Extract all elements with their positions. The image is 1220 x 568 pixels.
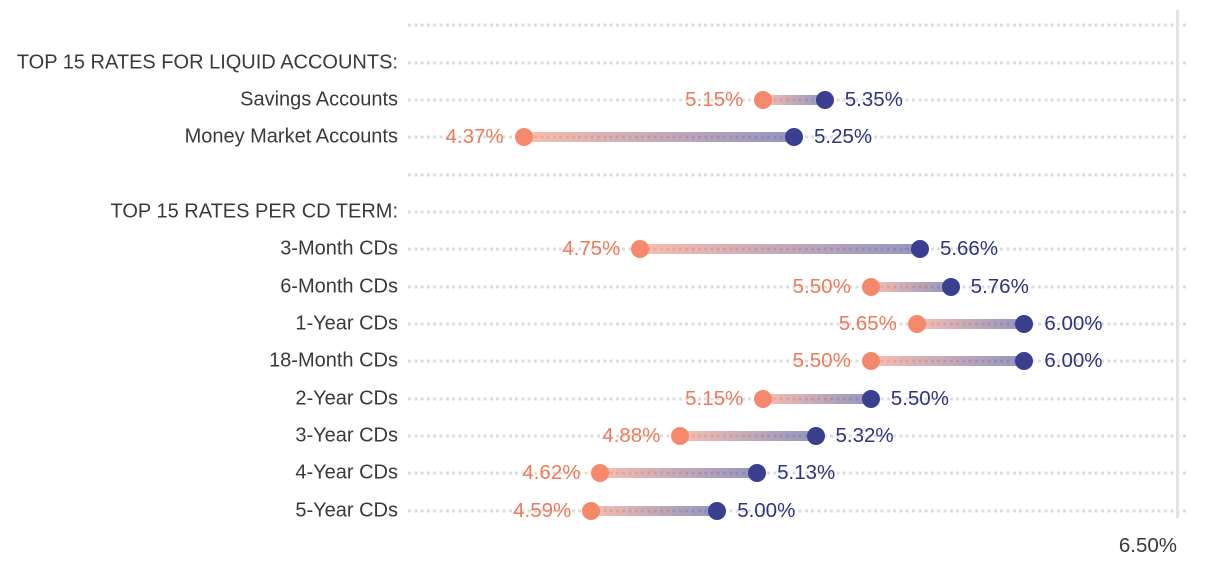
gridline bbox=[408, 285, 1188, 289]
range-bar bbox=[680, 430, 816, 441]
high-value-label: 5.00% bbox=[737, 498, 796, 522]
high-dot bbox=[941, 277, 960, 296]
range-bar bbox=[763, 393, 871, 404]
high-dot bbox=[815, 90, 834, 109]
high-value-label: 5.66% bbox=[939, 237, 999, 261]
range-bar bbox=[591, 505, 718, 516]
low-value-label: 5.65% bbox=[838, 311, 897, 335]
row-label: 2-Year CDs bbox=[295, 387, 398, 410]
low-dot bbox=[754, 389, 773, 408]
low-value-label: 5.50% bbox=[792, 349, 851, 373]
section-header-row: TOP 15 RATES FOR LIQUID ACCOUNTS: bbox=[0, 44, 1220, 81]
range-bar bbox=[763, 94, 825, 105]
low-dot bbox=[671, 426, 690, 445]
high-value-label: 6.00% bbox=[1044, 349, 1103, 373]
low-dot bbox=[591, 464, 610, 483]
row-label: 4-Year CDs bbox=[295, 461, 398, 484]
high-dot bbox=[1015, 352, 1034, 371]
gridline bbox=[408, 173, 1188, 177]
high-dot bbox=[1015, 314, 1034, 333]
section-header-label: TOP 15 RATES PER CD TERM: bbox=[110, 200, 398, 223]
range-bar bbox=[870, 281, 951, 292]
high-value-label: 5.76% bbox=[970, 274, 1029, 298]
low-value-label: 4.62% bbox=[522, 461, 581, 485]
gridline bbox=[408, 61, 1188, 65]
high-dot bbox=[806, 426, 825, 445]
chart-row: Money Market Accounts 4.37% 5.25% bbox=[0, 119, 1220, 156]
low-dot bbox=[631, 240, 650, 259]
section-header-row: TOP 15 RATES PER CD TERM: bbox=[0, 193, 1220, 230]
spacer-row bbox=[0, 156, 1220, 193]
row-label: 6-Month CDs bbox=[280, 275, 398, 298]
low-value-label: 5.15% bbox=[685, 386, 744, 410]
low-dot bbox=[907, 314, 926, 333]
range-bar bbox=[916, 318, 1025, 329]
gridline bbox=[408, 509, 1188, 513]
gridline bbox=[408, 210, 1188, 214]
low-value-label: 4.59% bbox=[513, 498, 572, 522]
high-value-label: 5.13% bbox=[777, 461, 836, 485]
high-value-label: 5.50% bbox=[890, 386, 949, 410]
row-label: Money Market Accounts bbox=[184, 125, 398, 148]
low-dot bbox=[514, 128, 533, 147]
chart-row: 6-Month CDs 5.50% 5.76% bbox=[0, 268, 1220, 305]
low-dot bbox=[861, 352, 880, 371]
range-bar bbox=[600, 468, 758, 479]
high-value-label: 6.00% bbox=[1044, 311, 1103, 335]
high-dot bbox=[708, 501, 727, 520]
row-label: 3-Year CDs bbox=[295, 424, 398, 447]
high-dot bbox=[910, 240, 929, 259]
section-header-label: TOP 15 RATES FOR LIQUID ACCOUNTS: bbox=[16, 51, 398, 74]
gridline bbox=[408, 23, 1188, 27]
row-label: 18-Month CDs bbox=[269, 349, 398, 372]
range-bar bbox=[640, 244, 920, 255]
row-label: 3-Month CDs bbox=[280, 237, 398, 260]
axis-line bbox=[1176, 10, 1179, 518]
range-bar bbox=[870, 356, 1025, 367]
chart-row: 18-Month CDs 5.50% 6.00% bbox=[0, 343, 1220, 380]
chart-row: 5-Year CDs 4.59% 5.00% bbox=[0, 492, 1220, 529]
range-bar bbox=[523, 132, 794, 143]
chart-row: 4-Year CDs 4.62% 5.13% bbox=[0, 455, 1220, 492]
low-dot bbox=[582, 501, 601, 520]
high-value-label: 5.25% bbox=[814, 125, 873, 149]
high-dot bbox=[861, 389, 880, 408]
low-value-label: 4.75% bbox=[562, 237, 621, 261]
high-dot bbox=[785, 128, 803, 147]
low-value-label: 4.37% bbox=[445, 125, 504, 149]
chart-row: 3-Year CDs 4.88% 5.32% bbox=[0, 417, 1220, 454]
low-value-label: 5.50% bbox=[792, 274, 851, 298]
gridline bbox=[408, 359, 1188, 363]
chart-row: 1-Year CDs 5.65% 6.00% bbox=[0, 305, 1220, 342]
high-value-label: 5.32% bbox=[835, 423, 894, 447]
gridline bbox=[408, 471, 1188, 475]
axis-max-label: 6.50% bbox=[1118, 534, 1177, 557]
chart-row: 3-Month CDs 4.75% 5.66% bbox=[0, 231, 1220, 268]
low-dot bbox=[754, 90, 773, 109]
chart-row: 2-Year CDs 5.15% 5.50% bbox=[0, 380, 1220, 417]
row-label: Savings Accounts bbox=[240, 88, 398, 111]
high-dot bbox=[748, 464, 767, 483]
chart-row: Savings Accounts 5.15% 5.35% bbox=[0, 81, 1220, 118]
row-label: 1-Year CDs bbox=[295, 312, 398, 335]
spacer-row bbox=[0, 7, 1220, 44]
gridline bbox=[408, 322, 1188, 326]
low-value-label: 4.88% bbox=[602, 423, 661, 447]
low-dot bbox=[861, 277, 880, 296]
high-value-label: 5.35% bbox=[844, 87, 903, 111]
row-label: 5-Year CDs bbox=[295, 499, 398, 522]
low-value-label: 5.15% bbox=[685, 87, 744, 111]
